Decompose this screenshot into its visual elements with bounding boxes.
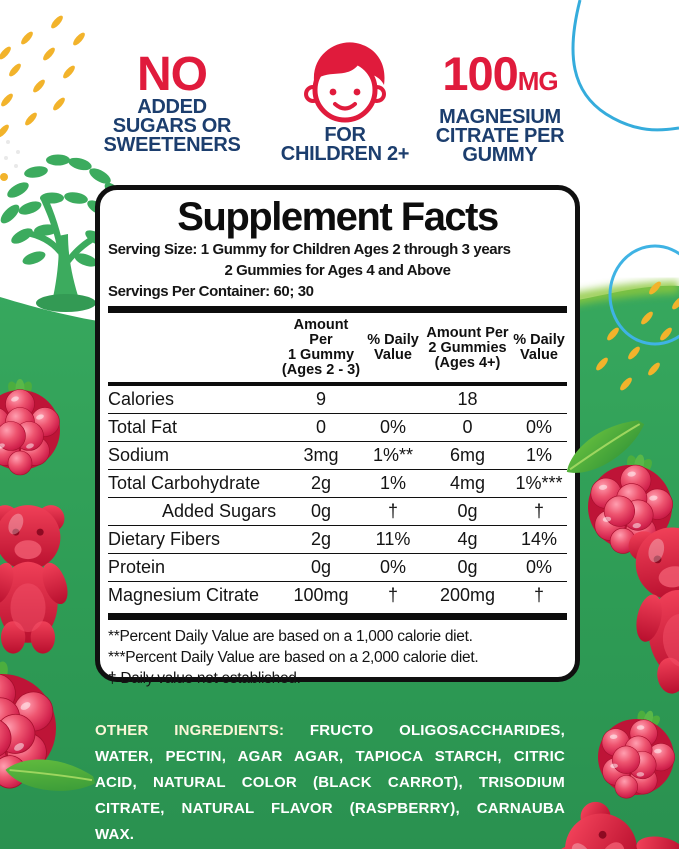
badge-text-line: CHILDREN 2+ [280,143,410,165]
table-row-magnesium-citrate: Magnesium Citrate 100mg † 200mg † [108,585,544,605]
other-ingredients-label: OTHER INGREDIENTS: [95,722,285,739]
blue-curve-line [571,0,679,132]
header-amount-2-gummies: Amount Per 2 Gummies (Ages 4+) [426,324,509,371]
raspberry-right [578,445,679,563]
leaf-bottom-left [1,746,100,805]
gray-dots [4,140,20,168]
header-amount-1-gummy: Amount Per 1 Gummy (Ages 2 - 3) [281,317,361,378]
gold-dash-pattern-top-left [0,15,85,181]
badge-text-line: ADDED [137,96,207,118]
badge-text-line: SWEETENERS [103,134,241,156]
raspberry-bottom-right [586,698,679,810]
footnote-line: **Percent Daily Value are based on a 1,0… [108,628,473,645]
gummy-bear-right [617,520,679,699]
badge-text-line: SUGARS OR [112,115,232,137]
child-face-icon [304,42,386,123]
no-headline: NO [137,48,208,101]
panel-title: Supplement Facts [177,195,499,239]
table-row-calories: Calories 9 18 [108,386,567,414]
badge-text-line: FOR [324,124,366,146]
badge-text-line: CITRATE PER [435,125,565,147]
magnesium-amount: 100MG [424,50,576,108]
table-header-row: Amount Per 1 Gummy (Ages 2 - 3) % Daily … [108,313,567,386]
facts-table: Calories 9 18 Total Fat 0 0% 0 0% Sodium… [108,386,567,609]
table-row-added-sugars: Added Sugars 0g † 0g † [108,498,567,526]
header-daily-value-1: % Daily Value [367,332,419,363]
divider-thick [108,613,567,620]
serving-info: Serving Size: 1 Gummy for Children Ages … [108,239,567,302]
blue-circle-outline [608,244,679,346]
serving-size-line1: Serving Size: 1 Gummy for Children Ages … [108,241,511,258]
magnesium-value: 100 [442,47,518,100]
table-row-protein: Protein 0g 0% 0g 0% [108,554,567,582]
footnote-line: ***Percent Daily Value are based on a 2,… [108,649,479,666]
badge-for-children: FOR CHILDREN 2+ [272,36,418,164]
divider-thick [108,306,567,313]
badge-no-added-sugars: NO ADDED SUGARS OR SWEETENERS [98,48,246,156]
other-ingredients-list: FRUCTO OLIGOSACCHARIDES, WATER, PECTIN, … [95,722,565,843]
serving-size-line2: 2 Gummies for Ages 4 and Above [224,262,451,279]
badge-magnesium: 100MG MAGNESIUM CITRATE PER GUMMY [424,50,576,166]
gold-dash-pattern-right [596,281,679,391]
table-row-sodium: Sodium 3mg 1%** 6mg 1% [108,442,567,470]
raspberry-bottom-left [0,650,67,798]
gummy-bear-left [0,505,73,654]
magnesium-unit: MG [517,66,559,96]
footnote-line: † Daily value not established. [108,670,301,687]
badge-text-line: GUMMY [462,144,538,166]
gummy-bear-bottom [545,788,679,849]
servings-per-container: Servings Per Container: 60; 30 [108,283,314,300]
table-row-total-carbohydrate: Total Carbohydrate 2g 1% 4mg 1%*** [108,470,567,498]
header-daily-value-2: % Daily Value [513,332,565,363]
table-row-total-fat: Total Fat 0 0% 0 0% [108,414,567,442]
supplement-facts-panel: Supplement Facts Serving Size: 1 Gummy f… [95,185,580,687]
other-ingredients-text: OTHER INGREDIENTS: FRUCTO OLIGOSACCHARID… [95,718,565,848]
footnotes: **Percent Daily Value are based on a 1,0… [108,626,567,689]
badge-text-line: MAGNESIUM [439,106,561,128]
raspberry-left [0,378,61,476]
table-row-dietary-fibers: Dietary Fibers 2g 11% 4g 14% [108,526,567,554]
